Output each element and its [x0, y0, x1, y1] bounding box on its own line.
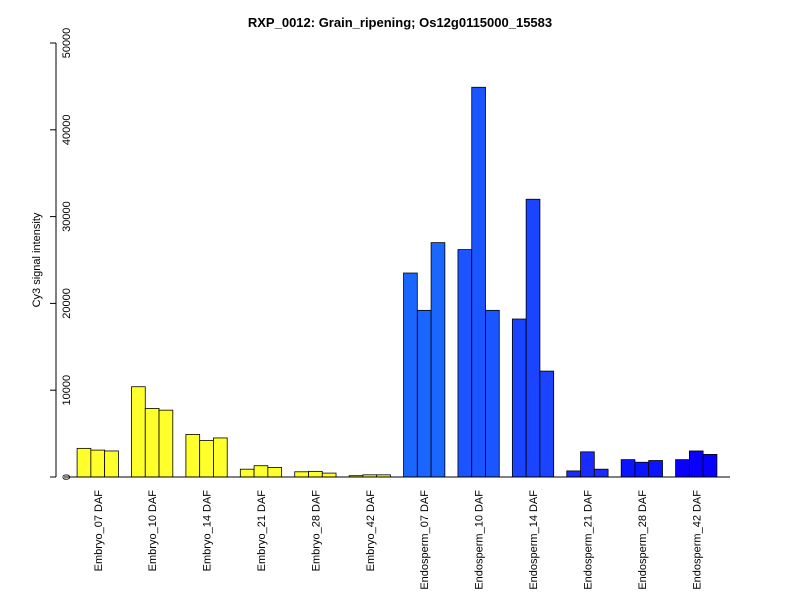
bar	[675, 459, 690, 478]
bar	[688, 450, 704, 478]
bar	[457, 249, 473, 478]
bar	[620, 459, 636, 478]
y-tick-label: 20000	[61, 288, 73, 319]
y-axis-label: Cy3 signal intensity	[31, 212, 43, 307]
y-tick-label: 10000	[61, 375, 73, 406]
bar	[430, 242, 446, 478]
category-label: Endosperm_28 DAF	[637, 490, 649, 590]
bar	[308, 470, 323, 478]
y-tick-label: 30000	[61, 201, 73, 232]
bar	[403, 272, 418, 478]
bar	[267, 467, 283, 478]
category-label: Embryo_42 DAF	[365, 490, 377, 572]
category-label: Endosperm_21 DAF	[582, 490, 594, 590]
bar	[539, 370, 555, 478]
category-label: Embryo_07 DAF	[93, 490, 105, 572]
bar	[471, 86, 486, 478]
bar	[593, 468, 609, 478]
bars	[76, 86, 718, 478]
bar	[580, 451, 595, 478]
bar	[485, 309, 500, 478]
bar	[158, 409, 174, 478]
bar	[525, 198, 541, 478]
bar	[213, 437, 228, 478]
bar	[76, 447, 92, 478]
bar	[566, 470, 581, 478]
bar	[511, 318, 527, 478]
bar	[104, 450, 119, 478]
y-tick-label: 50000	[61, 28, 73, 59]
category-label: Embryo_14 DAF	[202, 490, 214, 572]
bar	[131, 386, 146, 478]
bar	[90, 449, 106, 478]
category-label: Endosperm_10 DAF	[474, 490, 486, 590]
bar	[199, 440, 214, 478]
category-label: Embryo_28 DAF	[310, 490, 322, 572]
bar	[634, 461, 650, 478]
category-label: Endosperm_14 DAF	[528, 490, 540, 590]
bar	[144, 408, 160, 478]
category-label: Embryo_10 DAF	[147, 490, 159, 572]
category-label: Endosperm_42 DAF	[691, 490, 703, 590]
category-label: Embryo_21 DAF	[256, 490, 268, 572]
y-tick-label: 40000	[61, 115, 73, 146]
bar	[253, 465, 269, 478]
chart-title: RXP_0012: Grain_ripening; Os12g0115000_1…	[248, 15, 552, 30]
bar	[648, 460, 663, 478]
category-labels: Embryo_07 DAF Embryo_10 DAF Embryo_14 DAF E…	[93, 490, 704, 590]
bar	[239, 468, 255, 478]
bar	[416, 309, 432, 478]
bar	[702, 454, 718, 478]
category-label: Endosperm_07 DAF	[419, 490, 431, 590]
bar	[185, 434, 201, 478]
bar	[321, 472, 337, 478]
bar	[294, 471, 309, 478]
